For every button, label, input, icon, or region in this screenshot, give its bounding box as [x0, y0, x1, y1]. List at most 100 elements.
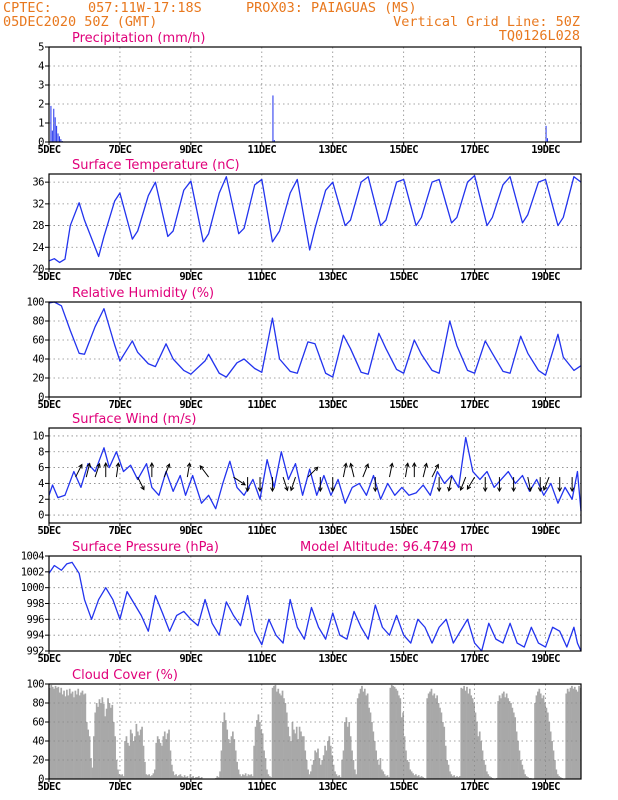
cloud-bar: [294, 733, 297, 779]
wind-arrow-head: [537, 487, 543, 493]
cloud-bar: [166, 733, 169, 779]
cloud-bar: [277, 688, 280, 779]
precip-bar: [272, 95, 274, 142]
cloud-bar: [466, 686, 468, 779]
cloud-bar: [155, 742, 158, 779]
cloud-y-tick-label: 40: [32, 736, 44, 748]
cloud-bar: [195, 777, 197, 779]
cloud-bar: [332, 764, 335, 779]
cloud-bar: [328, 736, 331, 779]
cloud-bar: [405, 750, 407, 779]
wind-y-tick-label: 10: [32, 430, 44, 442]
wind-arrow-head: [482, 487, 488, 493]
wind-arrow: [422, 463, 428, 478]
cloud-bar: [554, 760, 556, 779]
wind-arrow-head: [270, 487, 275, 493]
cloud-bar: [552, 750, 555, 779]
rh-x-tick-label: 17DEC: [460, 399, 489, 411]
cloud-bar: [90, 758, 92, 779]
plot-area: [49, 174, 581, 269]
cloud-bar: [302, 736, 305, 779]
cloud-bar: [249, 775, 251, 779]
cloud-y-tick-label: 20: [32, 755, 44, 767]
cloud-bar: [422, 777, 424, 779]
cloud-bar: [397, 695, 400, 779]
header: CPTEC: 057:11W-17:18S PROX03: PAIAGUAS (…: [3, 0, 580, 44]
cloud-bar: [382, 771, 385, 779]
temp-y-tick-label: 28: [32, 220, 44, 232]
cloud-x-tick-label: 11DEC: [247, 781, 276, 793]
cloud-bar: [568, 691, 570, 779]
cloud-bar: [68, 688, 71, 779]
cloud-bar: [389, 687, 392, 779]
rh-x-tick-label: 19DEC: [531, 399, 560, 411]
cloud-bar: [576, 691, 579, 779]
cloud-bar: [383, 774, 386, 779]
wind-arrow: [199, 465, 210, 478]
cloud-bar: [415, 774, 417, 779]
cloud-bar: [402, 712, 404, 779]
cloud-bar: [222, 722, 224, 779]
cloud-bar: [261, 733, 264, 779]
cloud-bar: [268, 776, 271, 779]
cloud-bar: [263, 750, 265, 779]
cloud-bar: [393, 686, 396, 779]
cloud-bar: [375, 750, 378, 779]
cloud-bar: [64, 696, 67, 779]
plot-area: [49, 428, 581, 523]
cloud-bar: [555, 769, 558, 779]
cloud-bar: [318, 758, 321, 779]
cloud-bar: [481, 750, 484, 779]
wind-arrow-head: [411, 462, 417, 467]
wind-arrow: [75, 464, 83, 478]
cloud-bar: [85, 722, 88, 779]
cloud-bar: [388, 777, 390, 779]
cloud-bar: [80, 692, 82, 779]
cloud-bar: [420, 776, 423, 779]
precip-y-tick-label: 2: [38, 99, 44, 111]
cloud-bar: [251, 776, 254, 779]
cloud-bar: [437, 703, 440, 779]
cloud-bar: [571, 685, 573, 779]
cloud-bar: [115, 760, 118, 779]
cloud-bar: [71, 691, 74, 779]
rh-x-tick-label: 9DEC: [179, 399, 202, 411]
wind-arrow-head: [199, 465, 205, 470]
cloud-bar: [497, 701, 500, 779]
temp-x-tick-label: 7DEC: [108, 271, 131, 283]
wind-arrow-head: [317, 487, 323, 493]
precip-x-tick-label: 19DEC: [531, 144, 560, 156]
cloud-bar: [293, 729, 295, 779]
cloud-bar: [77, 688, 80, 779]
cloud-title: Cloud Cover (%): [72, 668, 178, 683]
wind-arrow-head: [186, 462, 192, 468]
cloud-bar: [310, 771, 312, 779]
cloud-bar: [352, 760, 355, 779]
cloud-bar: [368, 707, 370, 779]
cloud-bar: [355, 774, 358, 779]
wind-arrow-head: [557, 487, 563, 493]
cloud-bar: [163, 731, 166, 779]
cloud-bar: [107, 698, 109, 779]
cloud-bar: [236, 761, 238, 779]
cloud-bar: [216, 776, 219, 779]
cloud-bar: [237, 769, 240, 779]
cloud-bar: [220, 750, 223, 779]
cloud-bar: [152, 773, 155, 779]
plot-frame: [48, 427, 582, 524]
cloud-bar: [321, 760, 324, 779]
wind-arrow-head: [389, 462, 394, 468]
cloud-bar: [403, 736, 406, 779]
wind-arrow-head: [527, 486, 533, 492]
cloud-bar: [507, 698, 509, 779]
cloud-bar: [49, 687, 51, 779]
cloud-bar: [354, 769, 356, 779]
cloud-bar: [190, 777, 193, 779]
cloud-bar: [75, 694, 78, 779]
cloud-bar: [498, 695, 501, 779]
cloud-x-tick-label: 9DEC: [179, 781, 202, 793]
cloud-bar: [348, 722, 351, 779]
cloud-bar: [305, 760, 308, 779]
press-y-tick-label: 1002: [21, 566, 44, 578]
cloud-bar: [392, 685, 395, 779]
